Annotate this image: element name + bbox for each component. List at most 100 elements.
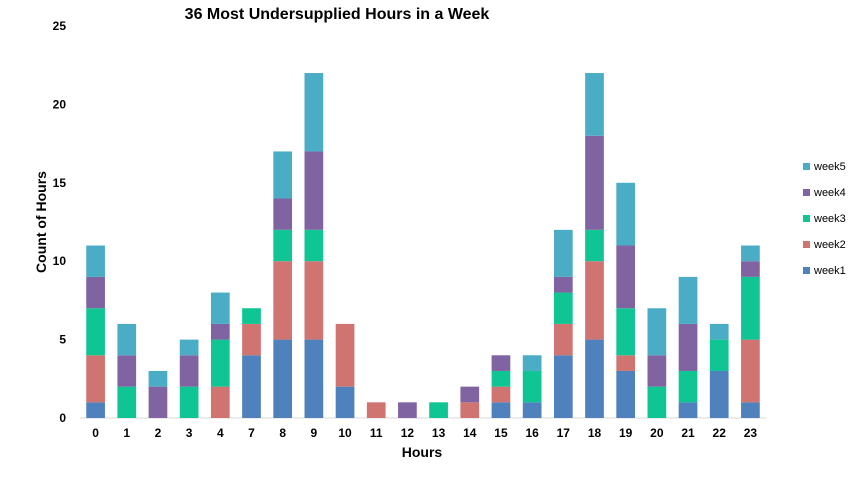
bar-segment-week5-hour-20 xyxy=(647,308,667,356)
bar-segment-week5-hour-3 xyxy=(179,339,199,356)
bar-segment-week2-hour-18 xyxy=(585,261,604,340)
bar-segment-week3-hour-23 xyxy=(741,276,760,340)
x-tick-label: 14 xyxy=(463,426,477,440)
x-tick-label: 7 xyxy=(248,426,255,440)
bar-segment-week1-hour-9 xyxy=(304,339,324,418)
x-tick-label: 17 xyxy=(557,426,571,440)
bar-segment-week4-hour-20 xyxy=(647,355,667,387)
x-tick-label: 21 xyxy=(681,426,695,440)
legend-swatch-week2 xyxy=(803,241,810,248)
y-tick-label: 10 xyxy=(53,254,67,268)
bar-segment-week3-hour-17 xyxy=(553,292,573,324)
bar-segment-week5-hour-9 xyxy=(304,73,324,152)
bar-segment-week3-hour-13 xyxy=(429,402,448,418)
bar-segment-week1-hour-23 xyxy=(741,402,760,418)
bar-segment-week2-hour-7 xyxy=(242,323,261,356)
bar-segment-week3-hour-16 xyxy=(522,370,542,403)
bar-segment-week1-hour-7 xyxy=(242,355,261,418)
y-tick-label: 20 xyxy=(53,97,67,111)
x-tick-label: 3 xyxy=(186,426,193,440)
x-tick-label: 2 xyxy=(155,426,162,440)
x-tick-label: 10 xyxy=(338,426,352,440)
bar-segment-week2-hour-11 xyxy=(366,402,386,418)
bar-segment-week4-hour-2 xyxy=(148,386,168,418)
x-tick-label: 18 xyxy=(588,426,602,440)
legend: week5 week4 week3 week2 week1 xyxy=(803,161,846,277)
bar-segment-week2-hour-23 xyxy=(741,339,760,403)
x-tick-label: 19 xyxy=(619,426,633,440)
bar-segment-week4-hour-19 xyxy=(616,245,636,309)
bar-segment-week4-hour-3 xyxy=(179,355,199,387)
bar-segment-week5-hour-8 xyxy=(273,151,293,199)
bar-segment-week1-hour-8 xyxy=(273,339,293,418)
bar-segment-week1-hour-21 xyxy=(678,402,698,418)
bar-segment-week3-hour-4 xyxy=(210,339,230,387)
bar-segment-week3-hour-7 xyxy=(242,308,261,324)
bar-segment-week4-hour-15 xyxy=(491,355,511,371)
bar-segment-week4-hour-23 xyxy=(741,261,760,277)
bar-segment-week5-hour-0 xyxy=(86,245,105,277)
x-tick-label: 4 xyxy=(217,426,224,440)
bar-segment-week1-hour-22 xyxy=(709,370,729,418)
x-tick-label: 13 xyxy=(432,426,446,440)
bar-segment-week4-hour-1 xyxy=(117,355,137,387)
x-tick-labels: 0 1 2 3 4 7 8 9 10 11 12 13 14 15 16 17 18 19 20 21 22 23 xyxy=(92,426,757,440)
legend-swatch-week5 xyxy=(803,163,810,170)
x-tick-label: 16 xyxy=(525,426,539,440)
x-tick-label: 11 xyxy=(370,426,383,440)
bar-segment-week4-hour-4 xyxy=(210,323,230,340)
bar-segment-week4-hour-9 xyxy=(304,151,324,230)
bar-segment-week5-hour-22 xyxy=(709,323,729,340)
bar-segment-week5-hour-23 xyxy=(741,245,760,262)
bar-segment-week1-hour-19 xyxy=(616,370,636,418)
bar-segment-week2-hour-19 xyxy=(616,355,636,371)
bar-segment-week4-hour-0 xyxy=(86,276,105,309)
bar-segment-week2-hour-0 xyxy=(86,355,105,403)
x-tick-label: 23 xyxy=(744,426,758,440)
bar-segment-week5-hour-4 xyxy=(210,292,230,324)
x-tick-label: 22 xyxy=(713,426,727,440)
y-tick-labels: 0 5 10 15 20 25 xyxy=(53,19,67,425)
legend-swatch-week4 xyxy=(803,189,810,196)
legend-label-week1: week1 xyxy=(813,265,846,277)
x-tick-label: 8 xyxy=(279,426,286,440)
bar-segment-week1-hour-17 xyxy=(553,355,573,418)
bar-segment-week1-hour-15 xyxy=(491,402,511,418)
x-tick-label: 12 xyxy=(401,426,415,440)
bar-segment-week5-hour-1 xyxy=(117,323,137,356)
bar-segment-week3-hour-19 xyxy=(616,308,636,356)
x-tick-label: 20 xyxy=(650,426,664,440)
bar-segment-week1-hour-10 xyxy=(335,386,355,418)
x-axis-title: Hours xyxy=(402,444,443,460)
bar-segment-week5-hour-21 xyxy=(678,276,698,324)
legend-label-week2: week2 xyxy=(813,239,846,251)
bar-segment-week4-hour-8 xyxy=(273,198,293,230)
bar-segment-week5-hour-2 xyxy=(148,370,168,387)
bars-group xyxy=(86,73,760,418)
bar-segment-week2-hour-14 xyxy=(460,402,480,418)
bar-segment-week4-hour-14 xyxy=(460,386,480,403)
bar-segment-week3-hour-9 xyxy=(304,229,324,262)
bar-segment-week5-hour-19 xyxy=(616,182,636,246)
bar-segment-week5-hour-18 xyxy=(585,73,604,136)
x-tick-label: 9 xyxy=(311,426,318,440)
legend-swatch-week1 xyxy=(803,267,810,274)
y-tick-label: 0 xyxy=(59,411,66,425)
bar-segment-week4-hour-18 xyxy=(585,135,604,230)
y-tick-label: 15 xyxy=(53,176,67,190)
legend-label-week3: week3 xyxy=(813,213,846,225)
y-tick-label: 5 xyxy=(59,333,66,347)
x-tick-label: 0 xyxy=(92,426,99,440)
bar-segment-week4-hour-17 xyxy=(553,276,573,293)
legend-label-week5: week5 xyxy=(813,161,846,173)
bar-segment-week2-hour-9 xyxy=(304,261,324,340)
bar-segment-week2-hour-8 xyxy=(273,261,293,340)
bar-segment-week5-hour-17 xyxy=(553,229,573,277)
bar-segment-week5-hour-16 xyxy=(522,355,542,371)
bar-segment-week3-hour-22 xyxy=(709,339,729,371)
legend-label-week4: week4 xyxy=(813,187,846,199)
bar-segment-week3-hour-8 xyxy=(273,229,293,262)
x-tick-label: 15 xyxy=(494,426,508,440)
